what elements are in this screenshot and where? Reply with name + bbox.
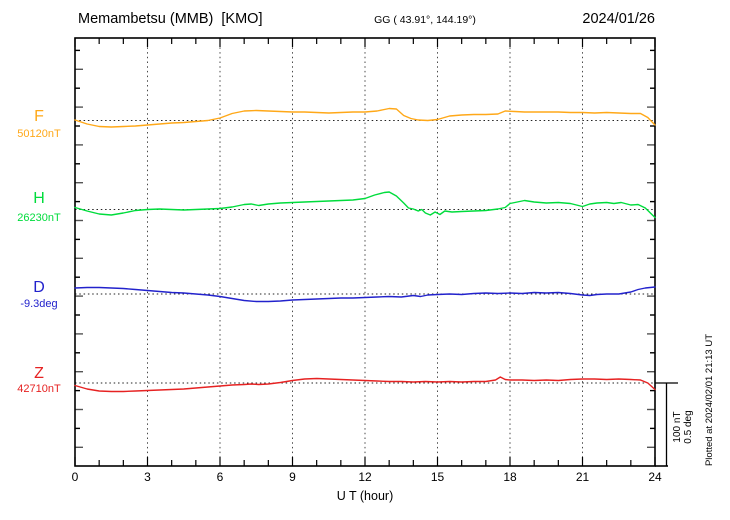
scale-bar-deg: 0.5 deg: [683, 410, 694, 444]
channel-Z-label: Z: [34, 365, 44, 382]
scale-bar-label: 100 nT 0.5 deg: [672, 399, 694, 455]
scale-bar-nt: 100 nT: [672, 411, 683, 443]
x-tick-label: 12: [358, 470, 372, 484]
x-tick-label: 21: [575, 470, 590, 484]
x-tick-label: 3: [144, 470, 151, 484]
x-tick-label: 24: [648, 470, 662, 484]
channel-F-label: F: [34, 108, 44, 125]
channel-H-label: H: [33, 190, 45, 207]
station-title: Memambetsu (MMB) [KMO]: [78, 11, 263, 27]
plot-date: 2024/01/26: [582, 11, 655, 27]
x-tick-label: 6: [216, 470, 224, 484]
x-tick-label: 0: [71, 470, 79, 484]
geographic-coords: GG ( 43.91°, 144.19°): [374, 14, 476, 26]
x-tick-label: 18: [503, 470, 517, 484]
x-axis-label: U T (hour): [336, 489, 394, 503]
x-tick-label: 15: [430, 470, 445, 484]
channel-Z-baseline-value: 42710nT: [17, 383, 61, 395]
channel-H-baseline-value: 26230nT: [17, 212, 61, 224]
channel-F-baseline-value: 50120nT: [17, 128, 61, 140]
channel-D-baseline-value: -9.3deg: [20, 298, 58, 310]
plotted-at-note: Plotted at 2024/02/01 21:13 UT: [704, 333, 715, 467]
x-tick-label: 9: [289, 470, 296, 484]
channel-D-label: D: [33, 279, 45, 296]
